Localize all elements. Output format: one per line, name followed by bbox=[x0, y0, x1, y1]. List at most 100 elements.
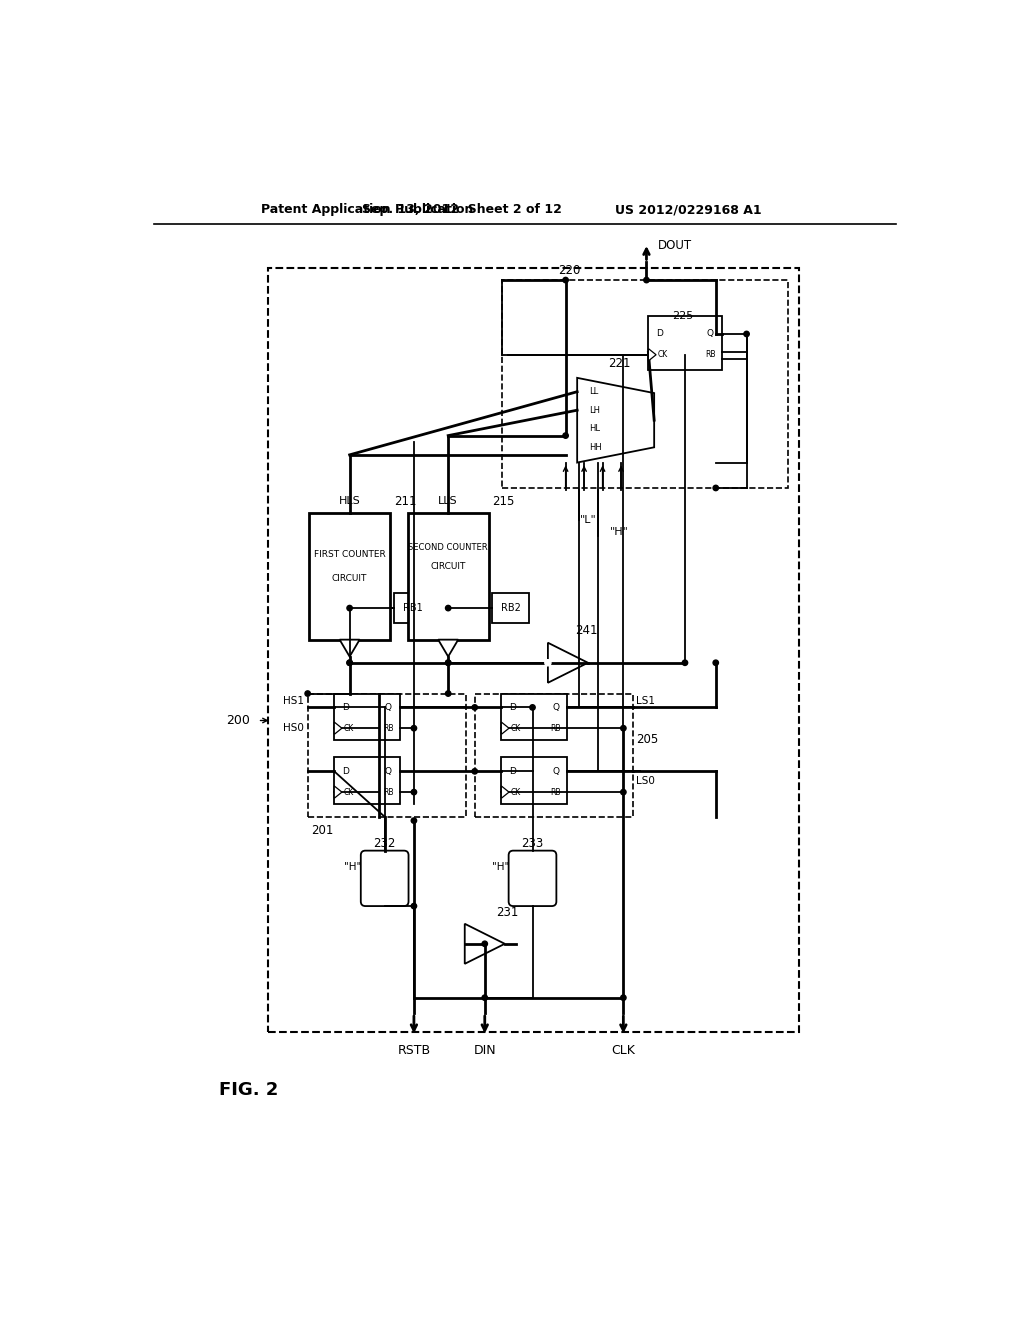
Text: CIRCUIT: CIRCUIT bbox=[430, 562, 466, 572]
Text: DOUT: DOUT bbox=[658, 239, 692, 252]
Bar bbox=[502, 758, 566, 804]
Text: D: D bbox=[342, 704, 349, 711]
Text: RB: RB bbox=[383, 788, 393, 796]
Circle shape bbox=[621, 789, 626, 795]
Text: LH: LH bbox=[589, 405, 600, 414]
Circle shape bbox=[472, 768, 477, 774]
Text: Q: Q bbox=[552, 767, 559, 776]
Circle shape bbox=[713, 660, 719, 665]
Text: D: D bbox=[509, 767, 516, 776]
Circle shape bbox=[529, 705, 536, 710]
Text: HH: HH bbox=[589, 442, 601, 451]
Text: 241: 241 bbox=[575, 624, 598, 638]
Circle shape bbox=[412, 903, 417, 908]
Polygon shape bbox=[340, 640, 359, 656]
Circle shape bbox=[347, 606, 352, 611]
Text: LS0: LS0 bbox=[637, 776, 655, 785]
FancyBboxPatch shape bbox=[509, 850, 556, 906]
Circle shape bbox=[682, 660, 688, 665]
Circle shape bbox=[472, 705, 477, 710]
Text: LL: LL bbox=[589, 387, 598, 396]
Text: 233: 233 bbox=[521, 837, 544, 850]
Bar bbox=[408, 512, 488, 640]
Text: 221: 221 bbox=[608, 358, 631, 371]
Circle shape bbox=[545, 660, 551, 665]
FancyBboxPatch shape bbox=[360, 850, 409, 906]
Circle shape bbox=[412, 789, 417, 795]
Circle shape bbox=[644, 277, 649, 282]
Text: CK: CK bbox=[343, 788, 353, 796]
Bar bbox=[334, 758, 399, 804]
Circle shape bbox=[445, 660, 451, 665]
Bar bbox=[648, 317, 722, 370]
Circle shape bbox=[563, 433, 568, 438]
Polygon shape bbox=[502, 785, 509, 799]
Text: RB: RB bbox=[383, 723, 393, 733]
Text: "H": "H" bbox=[344, 862, 361, 871]
Text: DIN: DIN bbox=[473, 1044, 496, 1056]
Text: 211: 211 bbox=[394, 495, 417, 508]
Text: LS1: LS1 bbox=[637, 696, 655, 706]
Text: LLS: LLS bbox=[438, 496, 458, 506]
Text: 220: 220 bbox=[558, 264, 581, 277]
Text: HS0: HS0 bbox=[283, 723, 304, 733]
Polygon shape bbox=[438, 640, 458, 656]
Bar bbox=[334, 693, 399, 739]
Text: HLS: HLS bbox=[339, 496, 360, 506]
Text: US 2012/0229168 A1: US 2012/0229168 A1 bbox=[615, 203, 762, 216]
Bar bbox=[502, 280, 788, 488]
Text: D: D bbox=[509, 704, 516, 711]
Text: RB2: RB2 bbox=[501, 603, 521, 612]
Polygon shape bbox=[334, 785, 342, 799]
Circle shape bbox=[412, 726, 417, 731]
Text: Q: Q bbox=[385, 767, 392, 776]
Text: Q: Q bbox=[385, 704, 392, 711]
Text: Patent Application Publication: Patent Application Publication bbox=[261, 203, 474, 216]
Circle shape bbox=[347, 660, 352, 665]
Polygon shape bbox=[465, 924, 505, 964]
Polygon shape bbox=[334, 722, 342, 734]
Bar bbox=[475, 693, 633, 817]
Circle shape bbox=[621, 726, 626, 731]
Bar bbox=[307, 693, 466, 817]
Text: "L": "L" bbox=[581, 515, 597, 525]
Text: Q: Q bbox=[707, 330, 714, 338]
Text: 205: 205 bbox=[637, 733, 658, 746]
Text: FIRST COUNTER: FIRST COUNTER bbox=[313, 550, 385, 560]
Bar bbox=[309, 512, 390, 640]
Circle shape bbox=[743, 331, 750, 337]
Text: 200: 200 bbox=[226, 714, 250, 727]
Circle shape bbox=[412, 818, 417, 824]
Text: CK: CK bbox=[511, 723, 521, 733]
Text: CLK: CLK bbox=[611, 1044, 635, 1056]
Circle shape bbox=[713, 486, 719, 491]
Text: Q: Q bbox=[552, 704, 559, 711]
Text: RB1: RB1 bbox=[402, 603, 422, 612]
Bar bbox=[267, 268, 799, 1032]
Polygon shape bbox=[578, 378, 654, 462]
Bar bbox=[493, 594, 529, 623]
Bar bbox=[502, 693, 566, 739]
Circle shape bbox=[621, 995, 626, 1001]
Text: 201: 201 bbox=[311, 824, 334, 837]
Text: 231: 231 bbox=[497, 907, 519, 920]
Text: RB: RB bbox=[550, 788, 560, 796]
Circle shape bbox=[482, 941, 487, 946]
Text: D: D bbox=[342, 767, 349, 776]
Text: D: D bbox=[656, 330, 663, 338]
Circle shape bbox=[445, 606, 451, 611]
Text: Sep. 13, 2012  Sheet 2 of 12: Sep. 13, 2012 Sheet 2 of 12 bbox=[361, 203, 561, 216]
Circle shape bbox=[482, 995, 487, 1001]
Circle shape bbox=[563, 277, 568, 282]
Text: "H": "H" bbox=[610, 527, 629, 537]
Polygon shape bbox=[548, 643, 588, 682]
Text: 232: 232 bbox=[374, 837, 396, 850]
Text: CK: CK bbox=[657, 350, 668, 359]
Text: 225: 225 bbox=[672, 312, 693, 321]
Text: HS1: HS1 bbox=[283, 696, 304, 706]
Text: CK: CK bbox=[511, 788, 521, 796]
Text: RSTB: RSTB bbox=[397, 1044, 430, 1056]
Text: RB: RB bbox=[550, 723, 560, 733]
Text: "H": "H" bbox=[493, 862, 509, 871]
Text: 215: 215 bbox=[493, 495, 515, 508]
